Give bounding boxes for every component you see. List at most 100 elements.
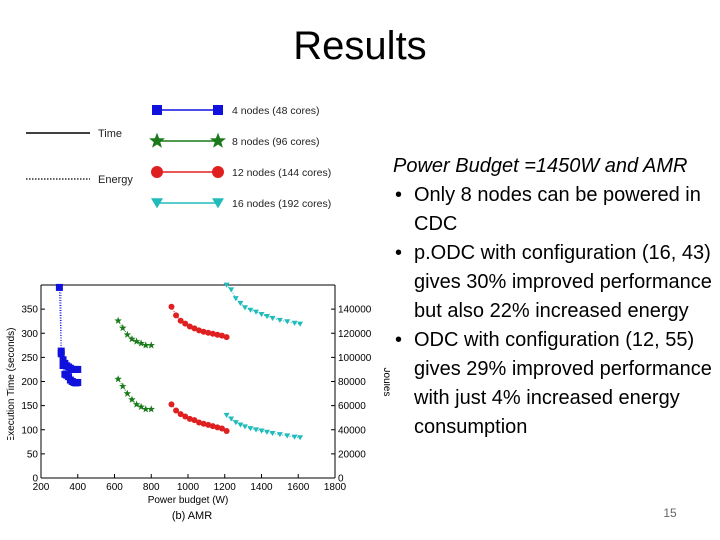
data-point [284, 433, 291, 439]
data-point [228, 416, 235, 422]
chart-caption: (b) AMR [172, 510, 212, 522]
x-tick-label: 400 [69, 482, 86, 493]
data-point [200, 328, 207, 335]
legend-label: Energy [98, 174, 133, 186]
y-tick-label: 350 [21, 305, 38, 316]
y2-tick-label: 0 [338, 474, 344, 485]
bullet-item: p.ODC with configuration (16, 43) gives … [393, 239, 718, 326]
data-point [237, 300, 244, 307]
data-point [237, 422, 244, 428]
data-point [128, 395, 136, 403]
y-tick-label: 50 [27, 449, 39, 460]
data-point [55, 283, 63, 291]
legend-marker [210, 132, 226, 148]
data-point [223, 427, 230, 434]
data-point [147, 405, 155, 413]
legend-series-label: 16 nodes (192 cores) [232, 198, 331, 210]
y-tick-label: 200 [21, 377, 38, 388]
plot-area: 100 150 200 250 300 350 40000 60000 80000 100000 1… [6, 282, 390, 440]
series-line-time [226, 284, 301, 325]
data-point [57, 350, 65, 358]
x-tick-label: 600 [106, 482, 123, 493]
data-point [284, 319, 291, 325]
data-point [228, 287, 235, 293]
x-tick-label: 200 [33, 482, 50, 493]
legend-label: Time [98, 128, 122, 140]
data-point [223, 334, 230, 341]
data-point [232, 296, 239, 302]
plot-area-lower: 0 50 0 20000 200 400 600 800 1000 1200 1400 1600 180… [27, 440, 366, 522]
data-point [209, 423, 216, 430]
results-heading: Power Budget =1450W and AMR [393, 155, 688, 177]
data-point [132, 337, 141, 345]
y2-tick-label: 120000 [338, 329, 372, 340]
results-text: Power Budget =1450W and AMR Only 8 nodes… [393, 152, 718, 442]
data-point [74, 365, 82, 373]
data-point [232, 420, 239, 426]
data-point [252, 427, 259, 433]
data-point [173, 312, 180, 319]
series-legend: 4 nodes (48 cores) 8 nodes (96 cores) 12 n… [149, 105, 331, 210]
legend-marker [151, 166, 163, 178]
y-tick-label: 100 [21, 425, 38, 436]
y2-tick-label: 80000 [338, 377, 366, 388]
data-point [269, 315, 276, 321]
y-tick-label: 250 [21, 353, 38, 364]
y2-tick-label: 20000 [338, 449, 366, 460]
data-point [177, 411, 184, 418]
legend-series-label: 8 nodes (96 cores) [232, 136, 320, 148]
data-point [173, 407, 180, 414]
data-point [200, 420, 207, 427]
data-point [196, 419, 203, 426]
data-point [168, 401, 175, 408]
data-point [258, 428, 265, 434]
data-point [182, 413, 189, 420]
slide-title: Results [293, 24, 427, 68]
bullet-item: Only 8 nodes can be powered in CDC [393, 181, 718, 239]
data-point [241, 424, 248, 430]
data-point [59, 356, 67, 364]
data-point [186, 415, 193, 422]
data-point [177, 317, 184, 324]
y2-tick-label: 40000 [338, 425, 366, 436]
y2-tick-label: 60000 [338, 401, 366, 412]
data-point [258, 312, 265, 318]
data-point [297, 321, 304, 327]
data-point [182, 320, 189, 327]
y2-tick-label: 100000 [338, 353, 372, 364]
data-point [196, 327, 203, 334]
data-point [74, 378, 82, 386]
x-tick-label: 1800 [324, 482, 347, 493]
chart-lower: 0 50 0 20000 200 400 600 800 1000 1200 1400 1600 180… [27, 440, 366, 522]
page-number: 15 [663, 506, 677, 520]
data-point [223, 412, 230, 418]
y2-axis-label: Joules [381, 368, 390, 397]
data-point [191, 417, 198, 424]
data-point [119, 324, 127, 332]
data-point [247, 426, 254, 432]
legend-marker [213, 105, 223, 115]
data-point [214, 424, 221, 431]
data-point [276, 317, 283, 323]
data-point [264, 429, 271, 435]
x-tick-label: 1000 [177, 482, 200, 493]
data-point [168, 303, 175, 310]
data-point [205, 421, 212, 428]
data-point [119, 382, 127, 390]
data-point [147, 341, 155, 349]
x-tick-label: 1400 [250, 482, 273, 493]
legend-series-label: 4 nodes (48 cores) [232, 105, 320, 117]
legend-marker [152, 105, 162, 115]
y-tick-label: 150 [21, 401, 38, 412]
data-point [291, 434, 298, 440]
data-point [137, 339, 145, 347]
bullet-item: ODC with configuration (12, 55) gives 29… [393, 326, 718, 442]
legend-marker [212, 166, 224, 178]
y2-tick-label: 140000 [338, 305, 372, 316]
results-bullets: Only 8 nodes can be powered in CDC p.ODC… [393, 181, 718, 442]
data-point [223, 282, 230, 288]
legend-marker [149, 132, 165, 148]
line-style-legend: Time Energy [26, 128, 133, 186]
data-point [132, 400, 141, 408]
data-point [186, 323, 193, 330]
